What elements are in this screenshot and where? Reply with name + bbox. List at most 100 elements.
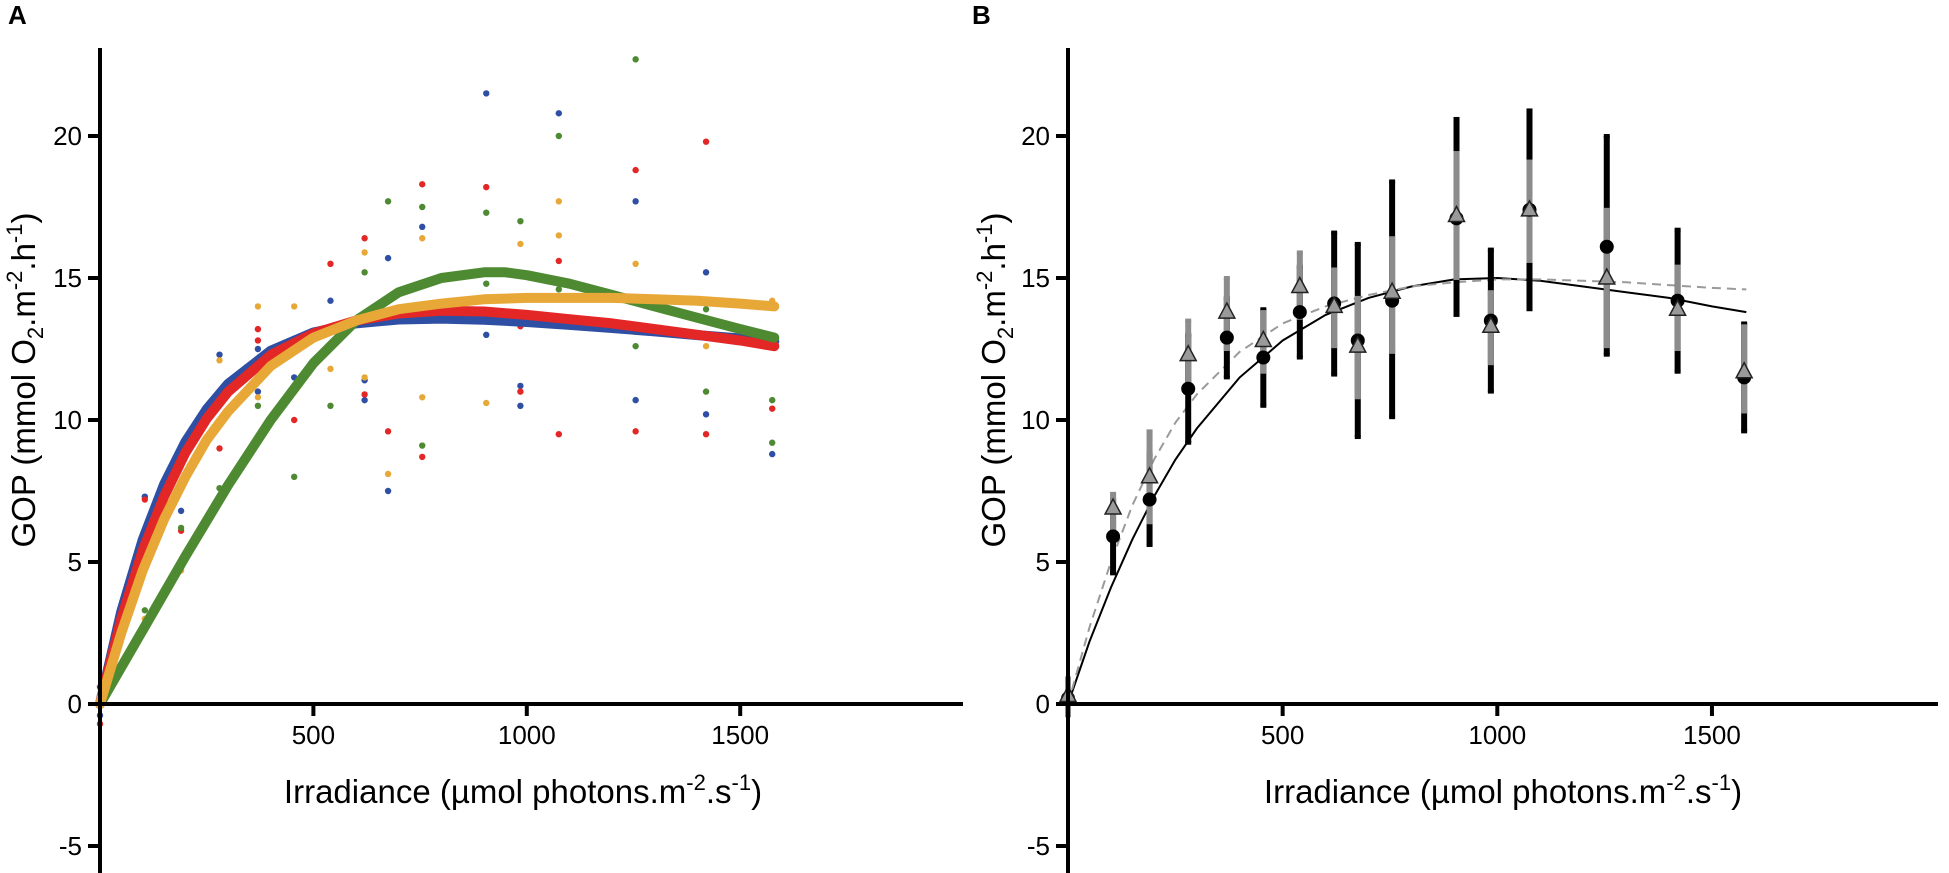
panel-a-point-green-5 xyxy=(254,402,262,409)
panel-a-point-blue-11 xyxy=(361,396,368,404)
panel-b-point-circle-4 xyxy=(1219,330,1234,345)
panel-a-point-blue-24 xyxy=(702,411,710,418)
panel-a-y-tick-label-0: 0 xyxy=(68,689,82,719)
panel-b-point-triangle-15 xyxy=(1734,361,1754,379)
panel-a-point-orange-16 xyxy=(419,394,426,401)
panel-a-point-blue-22 xyxy=(632,396,639,404)
panel-a-point-green-18 xyxy=(632,56,639,63)
panel-b: B 500 1000 1500 -5 0 5 10 15 20 Irradiance (µmol… xyxy=(972,0,1938,873)
panel-b-point-triangle-10 xyxy=(1447,204,1466,223)
panel-b-point-triangle-4 xyxy=(1217,301,1237,319)
panel-b-fit-triangles xyxy=(1067,278,1747,705)
panel-b-point-circle-6 xyxy=(1292,305,1307,320)
panel-a-point-red-10 xyxy=(361,235,368,242)
panel-a-point-red-19 xyxy=(555,431,563,438)
panel-a-point-red-1 xyxy=(141,496,149,503)
panel-a-point-blue-14 xyxy=(384,487,392,495)
panel-a-point-orange-5 xyxy=(216,357,223,364)
panel-a-point-blue-18 xyxy=(517,382,524,390)
panel-a-point-green-22 xyxy=(769,396,776,404)
panel-b-point-triangle-8 xyxy=(1348,335,1368,353)
panel-a-point-green-21 xyxy=(702,388,710,395)
panel-a-y-tick-label-20: 20 xyxy=(53,121,82,151)
panel-a-point-green-2 xyxy=(177,524,185,532)
panel-a-point-red-8 xyxy=(290,416,298,424)
panel-a-point-red-16 xyxy=(517,388,524,395)
panel-a-point-blue-8 xyxy=(254,388,262,395)
panel-a-point-orange-24 xyxy=(702,342,710,350)
panel-a-ticks: 500 1000 1500 -5 0 5 10 15 20 xyxy=(53,121,769,861)
panel-a-point-red-20 xyxy=(632,166,639,174)
panel-b-label: B xyxy=(972,0,991,30)
panel-a-point-green-11 xyxy=(419,203,426,211)
panel-b-point-triangle-11 xyxy=(1481,315,1501,334)
panel-a-point-green-1 xyxy=(141,607,149,614)
panel-a-point-green-23 xyxy=(769,439,776,446)
panel-b-point-triangle-5 xyxy=(1254,329,1273,348)
panel-a-y-tick-label-5: 5 xyxy=(68,547,82,577)
panel-a-point-blue-5 xyxy=(216,351,223,358)
panel-a-point-orange-8 xyxy=(290,303,298,310)
panel-a-point-blue-10 xyxy=(327,297,334,304)
panel-a-point-orange-7 xyxy=(254,394,262,401)
panel-b-x-tick-label-1000: 1000 xyxy=(1468,720,1526,750)
panel-b-fits xyxy=(1067,276,1747,705)
panel-a-point-green-7 xyxy=(290,473,298,480)
panel-a-label: A xyxy=(8,0,27,30)
panel-b-point-circle-13 xyxy=(1599,239,1614,254)
panel-b-point-triangle-12 xyxy=(1520,199,1539,217)
panel-b-y-tick-label-15: 15 xyxy=(1021,263,1050,293)
panel-a-y-tick-label-15: 15 xyxy=(53,263,82,293)
panel-b-point-triangle-7 xyxy=(1324,295,1344,314)
panel-b-y-tick-label-5: 5 xyxy=(1036,547,1050,577)
panel-a-point-green-10 xyxy=(384,198,392,205)
panel-a-point-red-21 xyxy=(632,428,639,435)
panel-a-point-orange-17 xyxy=(483,399,490,407)
panel-b-point-triangle-13 xyxy=(1597,267,1617,285)
panel-a-point-green-20 xyxy=(702,306,710,313)
panel-b-point-circle-1 xyxy=(1106,529,1121,544)
panel-a-fit-green xyxy=(95,267,780,709)
panel-b-y-tick-label-10: 10 xyxy=(1021,405,1050,435)
panel-a-point-orange-12 xyxy=(361,374,368,381)
panel-b-points xyxy=(1058,108,1754,718)
panel-a-point-red-24 xyxy=(769,405,776,412)
panel-a-points xyxy=(96,56,776,728)
panel-b-y-tick-label-20: 20 xyxy=(1021,121,1050,151)
panel-a-point-red-23 xyxy=(702,431,710,438)
panel-a-point-blue-25 xyxy=(769,450,776,458)
panel-b-y-axis-title: GOP (mmol O2.m-2.h-1) xyxy=(972,213,1018,548)
panel-a-point-blue-20 xyxy=(555,110,563,117)
panel-a: A 500 1000 1500 -5 0 5 10 15 20 Irradiance (µmol… xyxy=(2,0,963,873)
panel-a-fit-red xyxy=(95,305,780,709)
panel-a-fits xyxy=(95,267,780,709)
panel-a-point-red-7 xyxy=(254,337,262,344)
panel-a-point-red-11 xyxy=(361,391,368,398)
panel-a-point-green-9 xyxy=(361,269,368,276)
panel-a-point-green-8 xyxy=(327,402,334,409)
panel-b-x-axis-title: Irradiance (µmol photons.m-2.s-1) xyxy=(1264,770,1742,810)
panel-b-x-tick-label-500: 500 xyxy=(1261,720,1304,750)
panel-a-fit-blue xyxy=(95,313,780,709)
panel-b-point-triangle-6 xyxy=(1290,275,1310,294)
panel-a-point-red-9 xyxy=(327,260,334,267)
panel-a-x-axis-title: Irradiance (µmol photons.m-2.s-1) xyxy=(284,770,762,810)
panel-a-point-blue-16 xyxy=(483,90,490,97)
panel-b-point-triangle-3 xyxy=(1178,344,1198,362)
panel-a-point-red-13 xyxy=(419,181,426,188)
panel-a-point-orange-10 xyxy=(327,365,334,373)
panel-b-point-triangle-1 xyxy=(1103,497,1123,515)
panel-a-point-blue-4 xyxy=(177,507,185,515)
panel-b-x-tick-label-1500: 1500 xyxy=(1683,720,1741,750)
panel-a-point-red-12 xyxy=(384,428,392,435)
panel-a-point-blue-17 xyxy=(483,331,490,338)
panel-b-fit-circles xyxy=(1067,276,1747,705)
panel-a-point-orange-22 xyxy=(632,260,639,267)
panel-a-point-red-6 xyxy=(254,325,262,333)
panel-a-point-green-16 xyxy=(555,132,563,140)
panel-a-point-green-14 xyxy=(483,280,490,287)
panel-a-fit-orange xyxy=(95,292,780,709)
panel-a-point-blue-7 xyxy=(254,345,262,353)
panel-a-point-green-19 xyxy=(632,342,639,350)
panel-b-y-tick-label--5: -5 xyxy=(1027,831,1050,861)
